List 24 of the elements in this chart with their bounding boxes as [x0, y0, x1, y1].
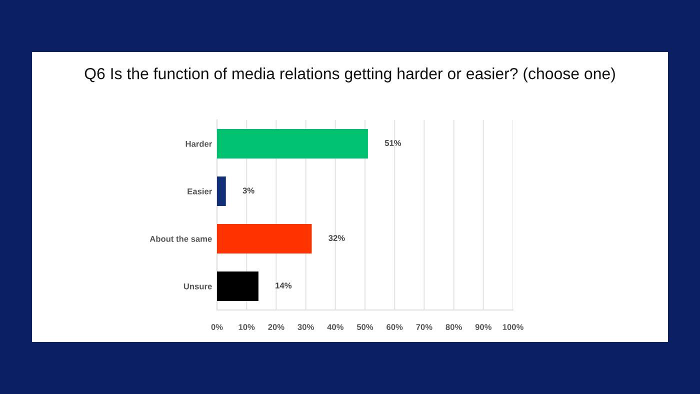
x-tick-label: 50%	[356, 324, 374, 330]
data-label: 32%	[328, 235, 345, 241]
data-label: 51%	[384, 140, 402, 146]
data-label: 14%	[276, 282, 292, 288]
x-tick-label: 100%	[502, 324, 524, 330]
x-tick-label: 70%	[416, 324, 432, 330]
bar	[217, 176, 226, 206]
x-tick-label: 20%	[268, 324, 284, 330]
x-tick-label: 10%	[238, 324, 255, 330]
y-tick-label: About the same	[150, 236, 212, 242]
bar	[217, 129, 368, 158]
x-tick-label: 0%	[211, 324, 223, 330]
y-tick-label: Unsure	[184, 284, 212, 290]
bar	[217, 272, 258, 301]
chart-title: Q6 Is the function of media relations getting harder or easier? (choose one)	[84, 68, 615, 82]
y-tick-label: Easier	[188, 188, 212, 194]
x-tick-label: 80%	[446, 324, 462, 330]
x-tick-label: 40%	[327, 324, 344, 330]
data-label: 3%	[242, 188, 254, 194]
x-tick-label: 60%	[386, 324, 403, 330]
x-tick-label: 30%	[298, 324, 314, 330]
bar	[217, 224, 312, 254]
x-tick-label: 90%	[475, 324, 492, 330]
y-tick-label: Harder	[186, 140, 212, 147]
